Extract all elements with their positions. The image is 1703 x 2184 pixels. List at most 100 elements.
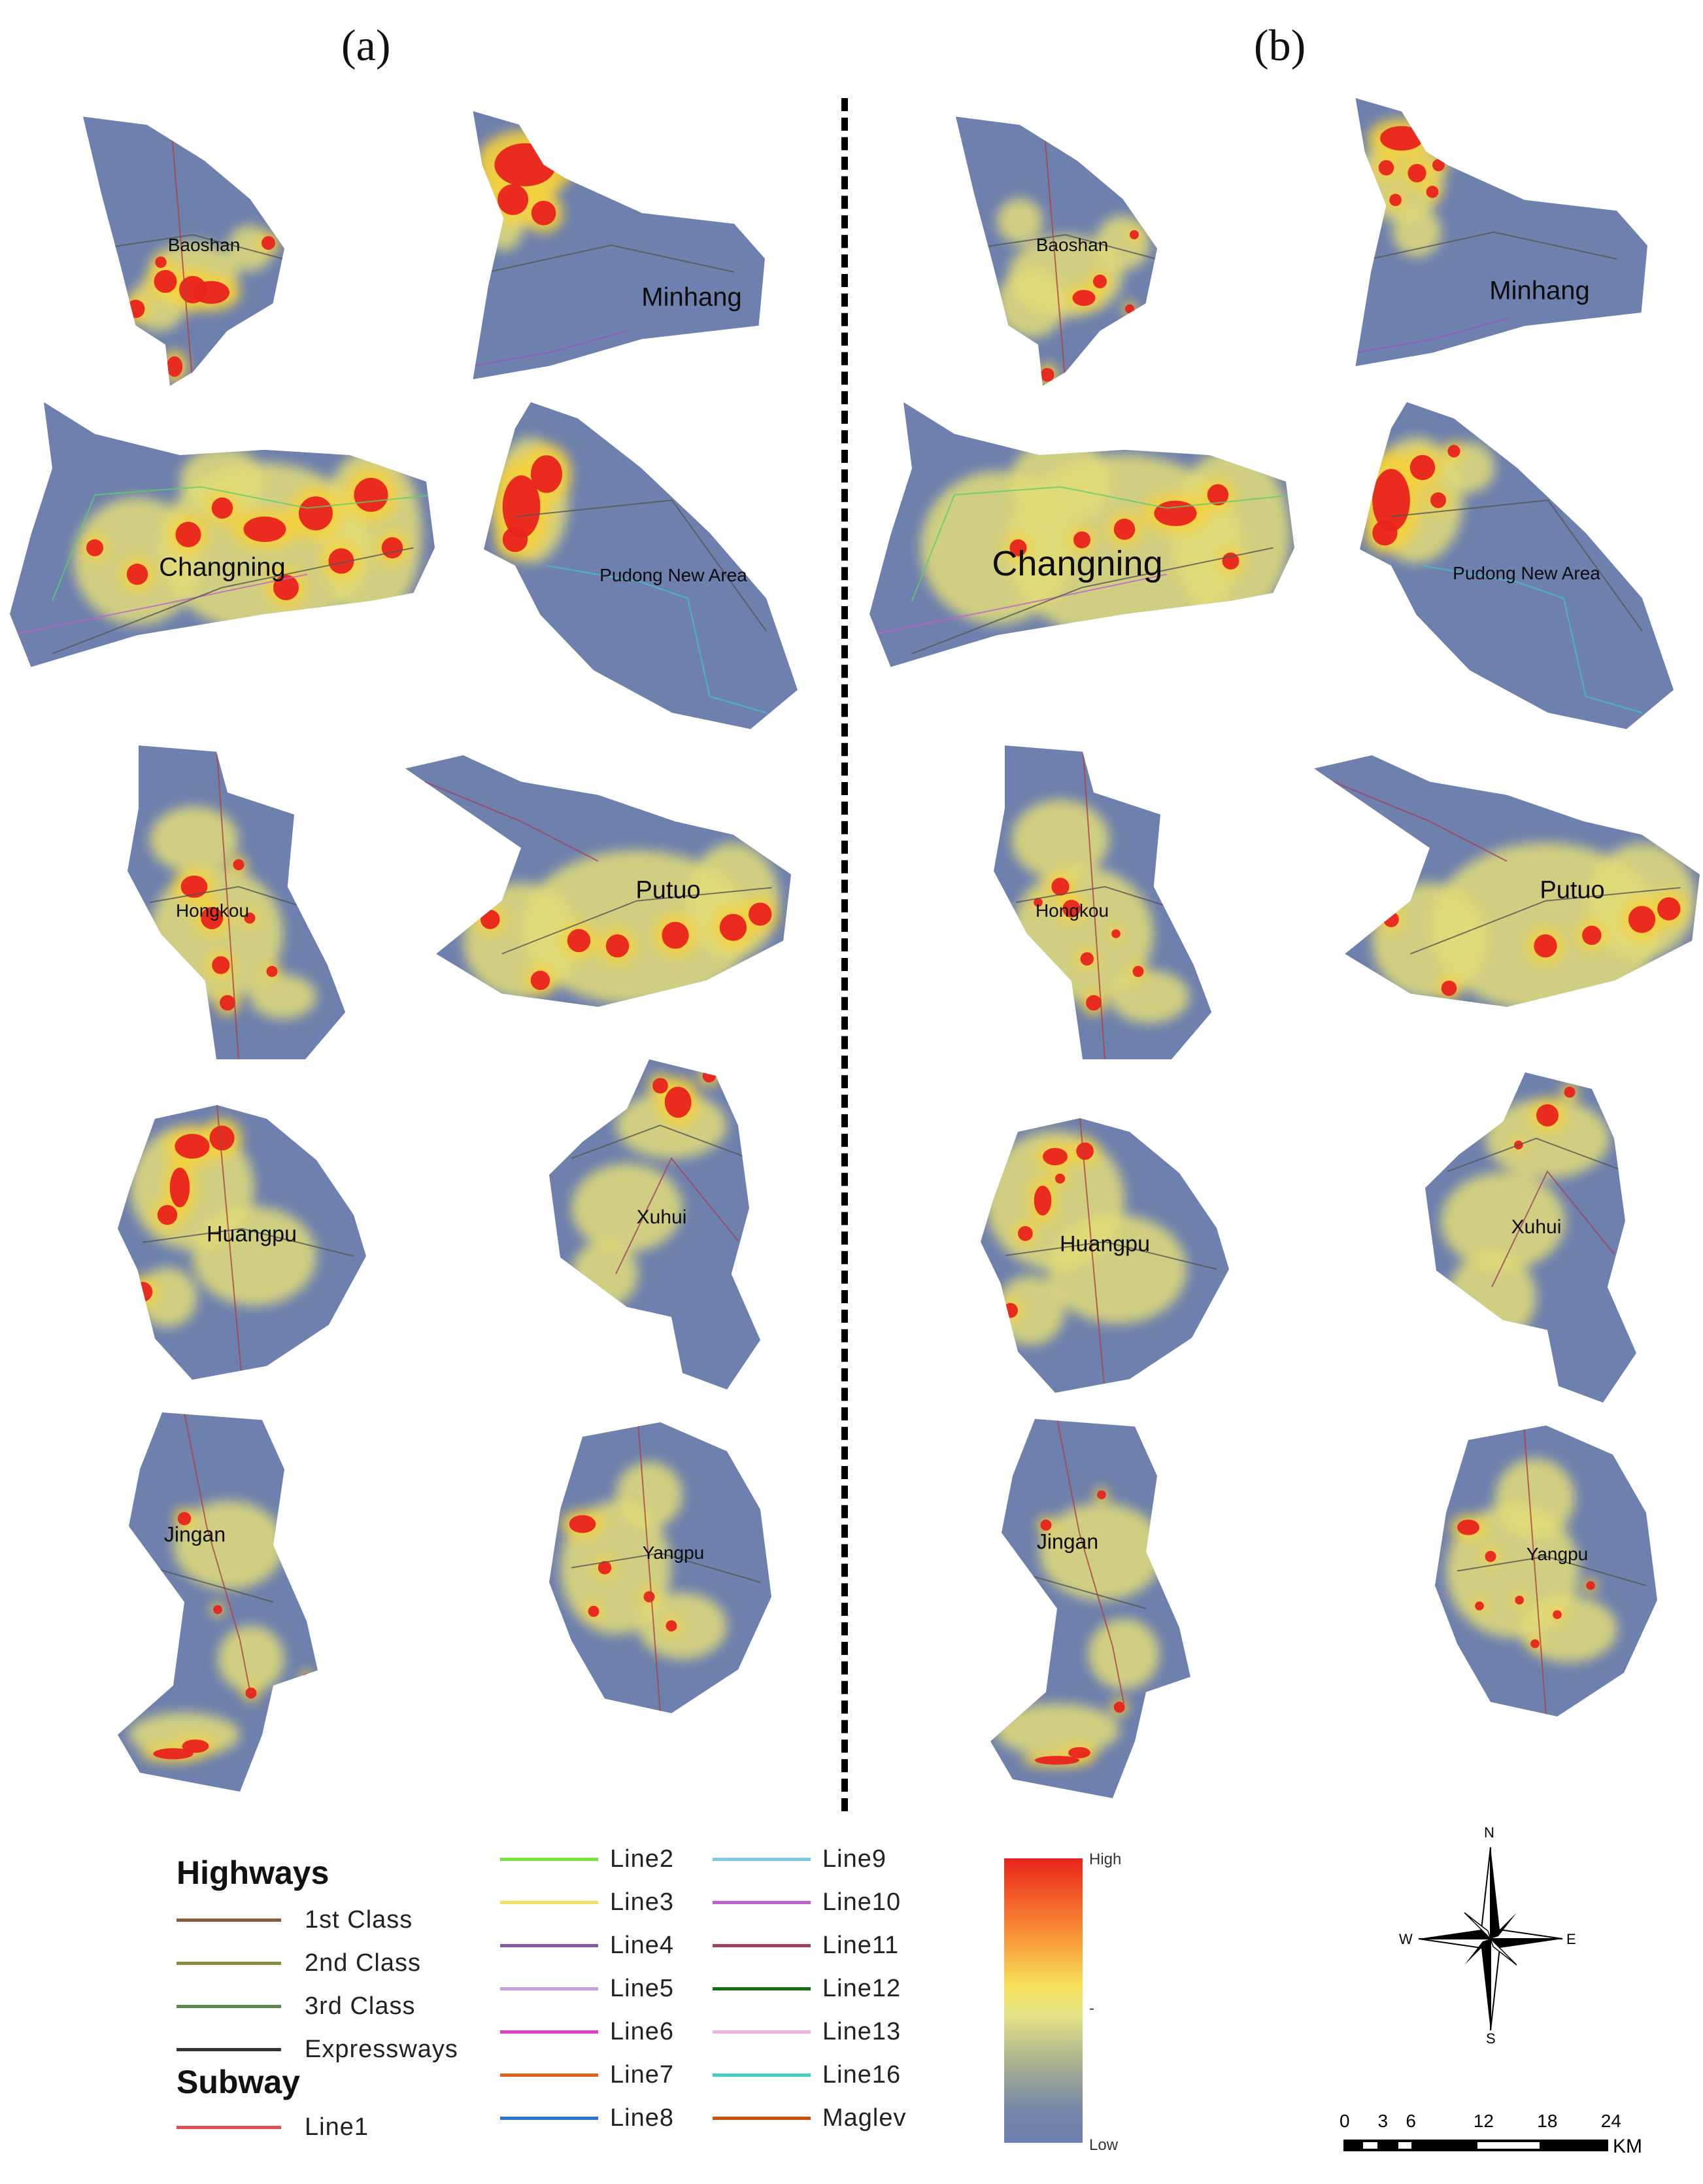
district-heatmap-jingan-b: [990, 1419, 1190, 1798]
district-heatmap-xuhui-b: [1425, 1072, 1636, 1403]
legend-line-swatch: [713, 2116, 811, 2120]
scale-tick-label: 18: [1537, 2111, 1558, 2131]
legend-line-swatch: [500, 1987, 598, 1990]
label-minhang-b: Minhang: [1489, 276, 1590, 305]
label-minhang-a: Minhang: [641, 282, 742, 312]
legend-item-label: Line10: [822, 1888, 902, 1916]
legend-item-label: Line8: [610, 2104, 674, 2132]
label-jingan-b: Jingan: [1036, 1529, 1099, 1554]
label-hongkou-a: Hongkou: [175, 900, 250, 921]
label-putuo-b: Putuo: [1540, 876, 1605, 904]
district-map-xuhui-a: [549, 1059, 771, 1390]
label-baoshan-a: Baoshan: [167, 235, 241, 255]
legend-item-label: Line5: [610, 1974, 674, 2002]
legend-line-swatch: [713, 2073, 811, 2077]
district-map-hongkou-b: [994, 745, 1216, 1059]
district-heatmap-baoshan-b: [956, 116, 1157, 386]
district-map-yangpu-a: [549, 1422, 771, 1713]
district-heatmap-huangpu-b: [981, 1118, 1229, 1393]
district-heatmap-huangpu-a: [118, 1105, 366, 1380]
scale-tick-label: 24: [1600, 2111, 1621, 2131]
legend-item-label: Line9: [822, 1845, 886, 1873]
label-xuhui-b: Xuhui: [1511, 1216, 1562, 1238]
label-yangpu-b: Yangpu: [1526, 1544, 1589, 1564]
legend-item-label: 2nd Class: [305, 1949, 421, 1977]
scale-unit: KM: [1613, 2136, 1642, 2157]
district-map-yangpu-b: [1435, 1425, 1657, 1716]
density-colorbar: [1004, 1858, 1083, 2143]
legend-item-label: Line4: [610, 1931, 674, 1959]
district-map-changning-a: [10, 402, 435, 667]
legend-subway-title: Subway: [177, 2064, 300, 2100]
legend-line-swatch: [500, 2116, 598, 2120]
district-heatmap-changning-b: [869, 402, 1294, 667]
district-map-jingan-b: [990, 1419, 1213, 1798]
legend-item-label: 1st Class: [305, 1905, 413, 1934]
label-changning-a: Changning: [159, 553, 286, 582]
legend-item-label: Maglev: [822, 2104, 907, 2132]
label-changning-b: Changning: [992, 544, 1163, 583]
legend-line-swatch: [500, 1900, 598, 1904]
colorbar-high-label: High: [1089, 1851, 1122, 1868]
legend-item-label: Line16: [822, 2060, 902, 2089]
label-pudong-a: Pudong New Area: [599, 565, 747, 585]
legend-line-swatch: [713, 1987, 811, 1990]
legend-item: Line2: [500, 1841, 674, 1877]
panel-label-a: (a): [341, 20, 391, 70]
legend-item-label: Expressways: [305, 2035, 458, 2063]
legend-line-swatch: [500, 1943, 598, 1947]
legend-item: Line6: [500, 2013, 674, 2050]
district-map-pudong-b: [1360, 402, 1674, 729]
legend-item: 2nd Class: [177, 1945, 421, 1981]
compass-n: N: [1484, 1824, 1494, 1841]
legend-item: Line3: [500, 1884, 674, 1920]
legend-item-label: Line1: [305, 2113, 369, 2141]
district-heatmap-baoshan-a: [83, 116, 284, 386]
label-baoshan-b: Baoshan: [1036, 235, 1109, 255]
panel-divider: [841, 98, 848, 1811]
legend-item: Line11: [713, 1927, 899, 1964]
legend-item: Line12: [713, 1970, 901, 2007]
label-hongkou-b: Hongkou: [1035, 900, 1109, 921]
legend-item-label: Line2: [610, 1845, 674, 1873]
legend-item: Maglev: [713, 2100, 907, 2136]
scale-tick-label: 3: [1377, 2111, 1389, 2131]
district-map-minhang-a: [458, 111, 765, 379]
legend-item: Line13: [713, 2013, 901, 2050]
legend-line-swatch: [177, 2125, 281, 2129]
label-jingan-a: Jingan: [163, 1522, 226, 1546]
legend-item: Line8: [500, 2100, 674, 2136]
district-heatmap-jingan-a: [118, 1412, 318, 1792]
legend-line-swatch: [713, 1857, 811, 1861]
district-heatmap-pudong-b: [1360, 402, 1674, 729]
colorbar-low-label: Low: [1089, 2136, 1119, 2154]
scale-tick-label: 0: [1340, 2111, 1350, 2131]
compass-w: W: [1399, 1931, 1413, 1947]
legend-item: Line1: [177, 2109, 369, 2145]
legend-item-label: Line13: [822, 2017, 902, 2045]
district-map-huangpu-b: [981, 1118, 1229, 1393]
compass-rose-icon: [1418, 1847, 1563, 2031]
district-heatmap-minhang-b: [1355, 98, 1647, 366]
legend-line-swatch: [713, 1943, 811, 1947]
district-heatmap-changning-a: [10, 402, 435, 667]
legend-line-swatch: [177, 2047, 281, 2051]
legend-item-label: Line11: [822, 1931, 900, 1959]
legend-item-label: 3rd Class: [305, 1992, 416, 2020]
legend-item-label: Line3: [610, 1888, 674, 1916]
legend-line-swatch: [177, 1961, 281, 1965]
district-map-changning-b: [869, 402, 1294, 667]
legend-item: Line9: [713, 1841, 886, 1877]
legend-line-swatch: [713, 1900, 811, 1904]
district-heatmap-yangpu-b: [1435, 1425, 1657, 1716]
district-heatmap-hongkou-a: [127, 745, 346, 1059]
legend-item-label: Line12: [822, 1974, 902, 2002]
district-map-baoshan-b: [951, 111, 1180, 386]
legend-line-swatch: [177, 1918, 281, 1922]
district-map-putuo-a: [405, 755, 791, 1020]
district-map-pudong-a: [484, 402, 798, 729]
district-heatmap-hongkou-b: [994, 745, 1212, 1059]
district-heatmap-putuo-a: [405, 755, 791, 1007]
legend-line-swatch: [177, 2004, 281, 2008]
district-map-baoshan-a: [78, 111, 307, 386]
